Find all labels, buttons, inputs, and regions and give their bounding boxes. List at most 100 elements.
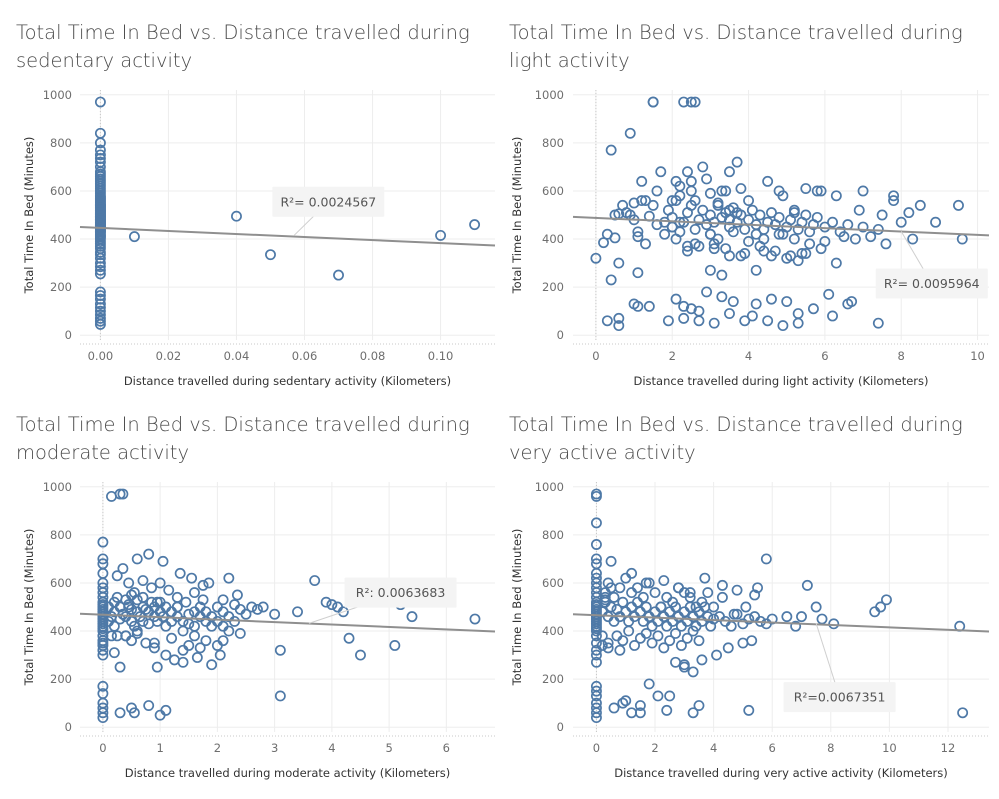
data-point	[708, 601, 720, 613]
data-point	[664, 606, 676, 618]
x-tick-labels: 0 2 4 6 8 10	[592, 349, 985, 363]
data-point	[614, 582, 626, 594]
data-point	[685, 96, 697, 108]
data-point	[114, 707, 126, 719]
data-point	[762, 216, 774, 228]
chart-title-line-1: Total Time In Bed vs. Distance travelled…	[509, 21, 963, 44]
data-point	[605, 582, 617, 594]
x-tick-label: 2	[669, 349, 676, 363]
data-point	[697, 204, 709, 216]
data-point	[696, 615, 708, 627]
data-point	[257, 601, 269, 613]
data-point	[811, 185, 823, 197]
data-point	[326, 599, 338, 611]
data-point	[203, 577, 215, 589]
data-point	[126, 603, 137, 615]
data-point	[126, 589, 137, 601]
chart-title: Total Time In Bed vs. Distance travelled…	[16, 19, 470, 75]
y-tick-label: 0	[65, 328, 72, 342]
data-point	[94, 220, 106, 232]
data-point	[682, 245, 693, 257]
data-point	[743, 704, 755, 716]
y-tick-label: 600	[50, 184, 72, 198]
data-point	[117, 488, 129, 500]
data-point	[217, 635, 229, 647]
data-point	[605, 601, 617, 613]
y-axis-title: Total Time In Bed (Minutes)	[22, 137, 36, 295]
annotation-box	[783, 682, 896, 713]
data-point	[94, 305, 106, 317]
data-point	[605, 555, 617, 567]
x-tick-label: 10	[882, 741, 897, 755]
data-point	[705, 620, 717, 632]
x-tick-labels: 0 1 2 3 4 5 6	[99, 741, 450, 755]
data-point	[746, 635, 758, 647]
data-point	[857, 221, 869, 233]
x-tick-label: 0.10	[428, 349, 454, 363]
data-point	[94, 215, 106, 227]
data-point	[687, 666, 699, 678]
annotation-box	[344, 577, 457, 608]
data-point	[693, 700, 705, 712]
data-point	[678, 96, 690, 108]
data-point	[828, 618, 840, 630]
data-point	[696, 654, 708, 666]
data-point	[197, 579, 209, 591]
y-tick-label: 0	[557, 720, 564, 734]
data-point	[740, 601, 752, 613]
data-point	[678, 312, 690, 324]
data-point	[699, 572, 711, 584]
data-point	[881, 594, 892, 606]
data-point	[888, 190, 900, 202]
x-tick-label: 0	[99, 741, 106, 755]
scatter-plot-sedentary[interactable]: 0.00 0.02 0.04 0.06 0.08 0.10 0 200 400 600 800 100…	[0, 0, 500, 400]
data-point	[596, 640, 608, 651]
chart-title-line-2: light activity	[509, 49, 630, 72]
y-tick-label: 200	[542, 672, 564, 686]
data-point	[693, 315, 705, 327]
y-axis-title: Total Time In Bed (Minutes)	[510, 529, 524, 687]
scatter-plot-moderate[interactable]: 0 1 2 3 4 5 6 0 200 400 600 800 1000 Distance travell…	[0, 400, 500, 799]
data-point	[675, 640, 687, 651]
data-point	[157, 555, 169, 567]
data-point	[658, 611, 670, 623]
data-point	[647, 199, 659, 211]
data-point	[673, 582, 684, 594]
data-point	[693, 635, 705, 647]
data-point	[739, 315, 751, 327]
data-point	[724, 250, 735, 262]
data-point	[611, 630, 623, 642]
data-point	[816, 613, 828, 625]
data-point	[895, 216, 907, 228]
data-point	[343, 632, 355, 644]
data-point	[189, 630, 200, 642]
data-point	[617, 635, 629, 647]
chart-title-line-1: Total Time In Bed vs. Distance travelled…	[16, 21, 470, 44]
x-tick-label: 0.02	[156, 349, 182, 363]
data-point	[685, 175, 697, 187]
scatter-plot-light[interactable]: 0 2 4 6 8 10 0 200 400 600 800 1000 Distance travell…	[495, 0, 999, 400]
data-point	[689, 223, 701, 235]
data-point	[171, 591, 183, 603]
y-tick-label: 800	[50, 528, 72, 542]
data-point	[704, 187, 716, 199]
x-tick-label: 12	[941, 741, 956, 755]
data-point	[773, 228, 785, 240]
data-point	[320, 596, 332, 608]
y-tick-label: 800	[542, 528, 564, 542]
data-point	[143, 548, 155, 560]
scatter-plot-very-active[interactable]: 0 2 4 6 8 10 12 0 200 400 600 800 1000 Distance trave…	[495, 400, 999, 799]
data-point	[646, 637, 658, 649]
data-point	[708, 243, 720, 255]
data-point	[731, 584, 743, 596]
y-tick-label: 400	[50, 232, 72, 246]
data-point	[682, 240, 693, 252]
x-tick-label: 0.08	[360, 349, 386, 363]
data-point	[183, 640, 195, 651]
data-point	[739, 223, 751, 235]
data-point	[716, 185, 728, 197]
data-point	[823, 288, 835, 300]
data-points	[590, 488, 969, 724]
data-point	[659, 228, 671, 240]
